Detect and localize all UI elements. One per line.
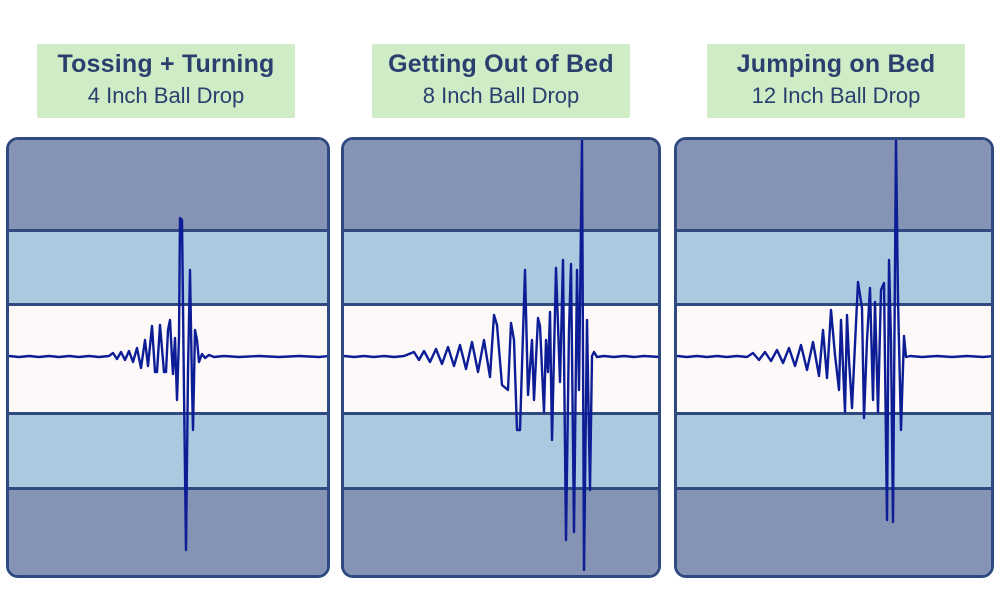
panel-title: Jumping on Bed	[736, 50, 936, 78]
band-outer-top	[677, 140, 991, 232]
band-center	[677, 306, 991, 415]
waveform-panel-jumping-on-bed	[674, 137, 994, 578]
band-outer-bottom	[677, 490, 991, 575]
band-outer-top	[344, 140, 658, 232]
panel-subtitle: 12 Inch Ball Drop	[751, 83, 921, 108]
label-tossing-turning: Tossing + Turning 4 Inch Ball Drop	[37, 44, 295, 118]
band-mid-top	[9, 232, 327, 306]
band-mid-top	[677, 232, 991, 306]
waveform-trace	[677, 140, 991, 524]
band-mid-bottom	[677, 415, 991, 490]
panel-subtitle: 4 Inch Ball Drop	[87, 83, 245, 108]
band-outer-top	[9, 140, 327, 232]
panel-title: Getting Out of Bed	[388, 50, 614, 78]
band-outer-bottom	[9, 490, 327, 575]
waveform-panel-tossing-turning	[6, 137, 330, 578]
panel-title: Tossing + Turning	[57, 50, 275, 78]
waveform-trace	[9, 216, 327, 552]
band-mid-top	[344, 232, 658, 306]
band-outer-bottom	[344, 490, 658, 575]
label-jumping-on-bed: Jumping on Bed 12 Inch Ball Drop	[707, 44, 965, 118]
band-mid-bottom	[344, 415, 658, 490]
band-mid-bottom	[9, 415, 327, 490]
waveform-panel-getting-out-of-bed	[341, 137, 661, 578]
label-getting-out-of-bed: Getting Out of Bed 8 Inch Ball Drop	[372, 44, 630, 118]
waveform-trace	[344, 140, 658, 572]
panel-subtitle: 8 Inch Ball Drop	[422, 83, 580, 108]
